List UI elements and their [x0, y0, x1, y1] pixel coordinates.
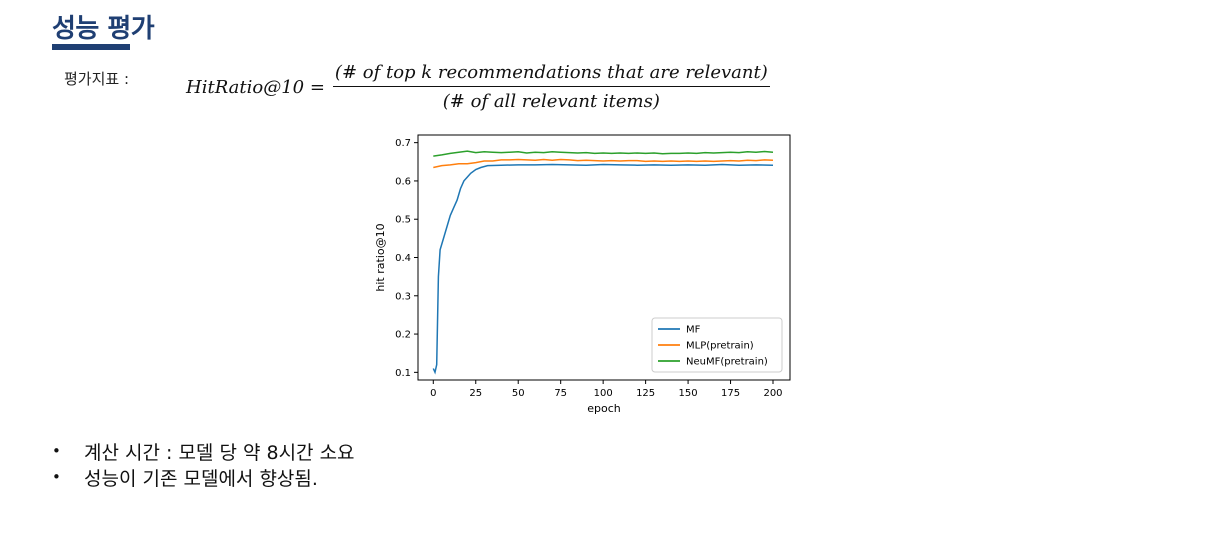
y-tick-label: 0.5	[395, 215, 411, 226]
y-tick-label: 0.1	[395, 368, 411, 379]
hit-ratio-formula: HitRatio@10 = (# of top k recommendation…	[186, 62, 770, 112]
bullet-dot-icon: •	[52, 442, 61, 460]
x-tick-label: 125	[636, 388, 655, 399]
x-tick-label: 0	[430, 388, 436, 399]
chart-legend: MF MLP(pretrain) NeuMF(pretrain)	[651, 317, 783, 373]
series-line	[432, 163, 774, 375]
y-ticks: 0.1 0.2 0.3 0.4 0.5 0.6 0.7	[395, 138, 418, 379]
formula-lhs: HitRatio@10 =	[186, 76, 325, 98]
page-title: 성능 평가	[52, 14, 155, 44]
x-axis-label: epoch	[587, 402, 621, 415]
x-tick-label: 200	[763, 388, 782, 399]
hit-ratio-chart: 0 25 50 75 100 125 150 175 200 0.1 0.2 0.3 0.4 0.5 0.…	[370, 128, 800, 422]
x-tick-label: 175	[721, 388, 740, 399]
legend-label: NeuMF(pretrain)	[686, 357, 768, 368]
x-tick-label: 100	[594, 388, 613, 399]
x-tick-label: 75	[554, 388, 567, 399]
legend-label: MF	[686, 325, 701, 336]
y-tick-label: 0.7	[395, 138, 411, 149]
formula-denominator: (# of all relevant items)	[442, 91, 660, 112]
title-underline	[52, 44, 130, 50]
legend-box	[651, 317, 783, 373]
bullet-item: • 성능이 기존 모델에서 향상됨.	[52, 467, 318, 490]
metric-label: 평가지표 :	[64, 70, 130, 88]
x-tick-label: 150	[679, 388, 698, 399]
bullet-item: • 계산 시간 : 모델 당 약 8시간 소요	[52, 441, 355, 464]
y-tick-label: 0.4	[395, 253, 411, 264]
y-tick-label: 0.2	[395, 330, 411, 341]
legend-label: MLP(pretrain)	[686, 341, 754, 352]
x-tick-label: 50	[512, 388, 525, 399]
series-line	[433, 158, 774, 169]
series-line	[433, 150, 774, 157]
y-tick-label: 0.6	[395, 176, 411, 187]
x-ticks: 0 25 50 75 100 125 150 175 200	[430, 380, 783, 399]
bullet-dot-icon: •	[52, 468, 61, 486]
x-tick-label: 25	[469, 388, 482, 399]
bullet-list: • 계산 시간 : 모델 당 약 8시간 소요 • 성능이 기존 모델에서 향상됨.	[52, 438, 355, 490]
plot-lines	[432, 150, 774, 375]
y-tick-label: 0.3	[395, 291, 411, 302]
formula-numerator: (# of top k recommendations that are rel…	[332, 62, 770, 87]
formula-fraction: (# of top k recommendations that are rel…	[332, 62, 770, 112]
y-axis-label: hit ratio@10	[374, 223, 387, 291]
chart-svg: 0 25 50 75 100 125 150 175 200 0.10.20.30.40.50.…	[374, 134, 791, 415]
